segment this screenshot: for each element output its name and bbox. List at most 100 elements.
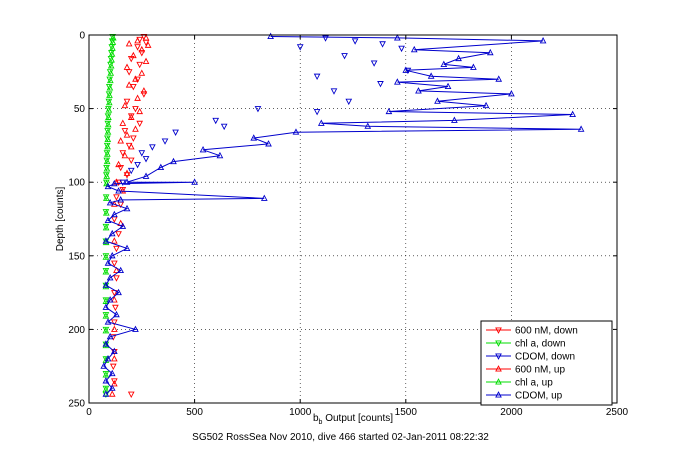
data-point [108,390,116,397]
data-point [115,288,122,296]
data-point [117,137,125,144]
data-point [104,135,112,143]
data-point [110,319,118,326]
data-point [140,91,148,98]
y-axis-label: Depth [counts] [55,187,66,252]
data-point [250,134,258,141]
data-point [102,209,110,216]
data-point [102,340,110,347]
data-point [119,119,127,126]
data-point [267,32,274,40]
data-point [377,81,384,88]
data-point [212,117,220,125]
data-point [106,76,114,84]
data-point [322,35,329,42]
data-point [130,51,137,59]
data-point [102,312,110,319]
data-point [345,98,353,106]
data-point [123,169,131,176]
y-tick-label: 50 [74,104,86,115]
data-point [102,238,110,246]
legend-label: 600 nM, up [515,365,565,376]
data-point [130,135,137,142]
data-point [117,196,125,203]
legend-marker [495,391,502,398]
data-point [402,66,410,73]
data-point [108,50,116,57]
data-point [119,187,127,194]
data-point [191,178,198,185]
legend-marker [495,340,502,347]
data-point [110,380,118,387]
data-point [104,216,112,224]
x-axis-label: bb Output [counts] [313,413,393,426]
data-point [100,362,108,369]
x-tick-label: 1500 [395,407,418,418]
data-point [106,84,114,91]
data-point [470,63,477,70]
data-point [102,194,110,201]
data-point [102,237,110,244]
data-point [292,128,300,135]
data-point [330,88,338,95]
data-point [109,38,117,45]
data-point [455,54,462,62]
data-point [138,45,146,53]
data-point [112,304,119,312]
data-point [119,150,127,157]
data-point [144,41,152,48]
data-point [370,60,378,67]
data-point [103,172,111,179]
data-point [132,75,139,82]
data-point [108,251,116,259]
data-point [142,57,150,65]
y-tick-label: 150 [68,251,85,262]
data-point [265,140,272,147]
legend-label: CDOM, down [515,352,575,363]
data-point [109,363,117,371]
data-point [106,332,114,340]
data-point [102,253,110,260]
data-point [104,150,111,157]
data-point [110,347,118,355]
data-point [125,81,133,88]
data-point [296,44,304,51]
data-point [125,40,133,47]
data-point [115,231,122,238]
data-point [110,355,118,362]
plot-frame [88,34,618,404]
legend: 600 nM, down chl a, down CDOM, down 600 nM,… [480,320,613,406]
data-point [108,229,116,237]
data-point [108,369,116,377]
data-point [199,145,207,153]
data-point [103,165,111,172]
data-point [104,120,112,128]
data-point [113,275,120,282]
data-point [104,355,112,362]
data-point [351,38,359,45]
data-point [127,157,135,164]
data-point [398,45,405,53]
data-point [110,179,118,187]
data-point [123,98,131,106]
data-point [123,178,131,185]
data-point [138,150,146,157]
data-point [341,53,348,60]
data-point [140,87,148,94]
data-point [149,144,156,151]
chart-caption: SG502 RossSea Nov 2010, dive 466 started… [192,432,489,443]
data-point [121,151,129,159]
x-tick-label: 2500 [606,407,629,418]
data-point [102,224,110,231]
data-point [123,204,131,212]
legend-label: chl a, up [515,378,553,389]
legend-marker [495,378,502,385]
data-point [134,94,141,101]
data-point [170,157,177,165]
legend-marker [495,327,502,334]
data-point [104,259,112,266]
data-point [451,116,458,123]
y-tick-label: 0 [79,31,85,42]
data-point [127,113,135,120]
data-point [123,244,131,251]
